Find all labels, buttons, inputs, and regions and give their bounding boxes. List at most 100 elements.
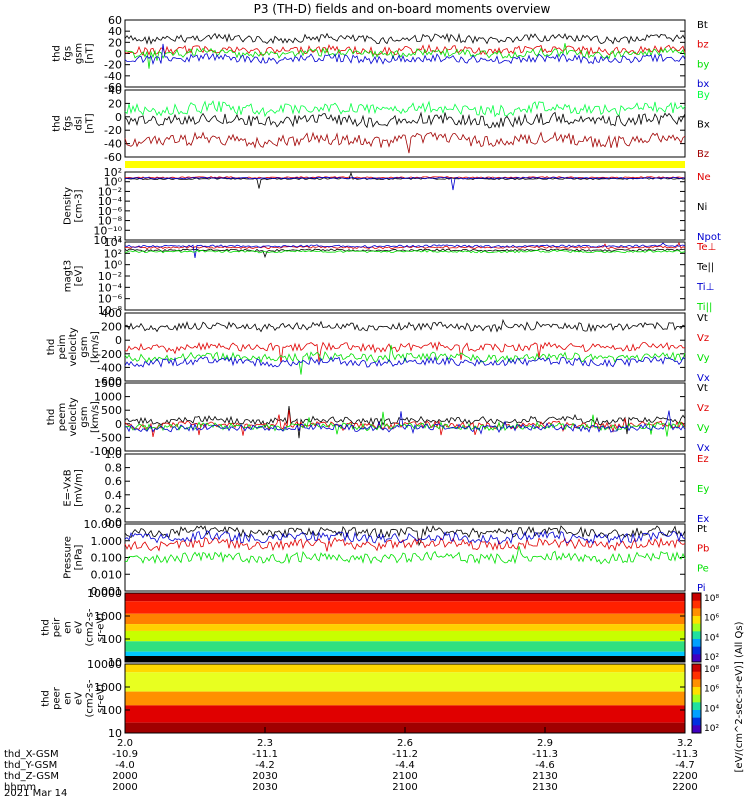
- series-line-Vz: [124, 410, 686, 437]
- spectrogram-band: [125, 593, 685, 602]
- y-tick-label: 10⁴: [104, 236, 123, 249]
- colorbar-swatch: [692, 671, 701, 680]
- colorbar-label: [eV/(cm^2-sec-sr-eV)] (All Qs): [734, 621, 745, 772]
- panel-frame: [124, 241, 686, 311]
- spectrogram-band: [125, 656, 685, 662]
- y-tick-label: 0: [115, 48, 122, 61]
- legend-label: Vt: [697, 313, 708, 324]
- y-tick-label: 10⁻⁶: [98, 293, 123, 306]
- flag-bar: [125, 161, 685, 168]
- colorbar-group: 10⁸ 10⁶ 10⁴ 10² 10⁸ 10⁶ 10⁴ 10² [eV/(cm^2-sec-sr…: [691, 592, 745, 772]
- y-tick-label: 10⁻⁴: [98, 281, 123, 294]
- y-tick-label: 0.8: [105, 462, 123, 475]
- series-line-Bx: [124, 111, 686, 129]
- x-axis-row-value: 2030: [252, 771, 277, 782]
- panel-frame: [124, 89, 686, 158]
- y-label-line: thd: [52, 45, 63, 62]
- series-line-Vy: [124, 344, 686, 375]
- legend-label: Bz: [697, 149, 709, 160]
- y-tick-label: 10²: [104, 247, 122, 260]
- y-label-line: thd: [46, 409, 57, 426]
- legend-label: Vz: [697, 333, 709, 344]
- colorbar-swatch: [692, 593, 701, 602]
- legend-label: Pi: [697, 583, 706, 594]
- x-axis-row-value: 2030: [252, 782, 277, 793]
- colorbar-swatch: [692, 631, 701, 640]
- colorbar-swatch: [692, 679, 701, 688]
- series-line-Pe: [124, 546, 686, 565]
- legend-label: By: [697, 90, 710, 101]
- y-tick-label: 0.010: [91, 568, 123, 581]
- x-axis-row-label: thd_Y-GSM: [4, 760, 57, 771]
- y-tick-label: 0: [115, 418, 122, 431]
- colorbar-tick-label: 10⁸: [704, 665, 719, 675]
- y-tick-label: -1000: [90, 445, 122, 458]
- y-label-line: [cm-3]: [74, 189, 85, 222]
- y-label-line: peim: [57, 334, 68, 359]
- series-line-Ni: [124, 171, 686, 189]
- y-tick-label: 100: [101, 633, 122, 646]
- legend-label: Ti||: [696, 302, 712, 313]
- y-label-line: dsl: [74, 116, 85, 130]
- y-tick-label: 1.0: [105, 448, 123, 461]
- y-label-line: (cm2-s-: [85, 608, 96, 646]
- y-label-line: gsm: [74, 43, 85, 64]
- y-tick-label: 10⁻¹⁰: [93, 224, 122, 237]
- y-axis-label: thd fgs dsl [nT]: [52, 113, 96, 133]
- y-tick-label: -500: [97, 431, 122, 444]
- x-axis-row-value: -4.2: [255, 760, 275, 771]
- colorbar-swatch: [692, 616, 701, 625]
- colorbar-swatch: [692, 664, 701, 673]
- y-tick-label: 400: [101, 307, 122, 320]
- y-tick-label: 1000: [94, 610, 122, 623]
- legend-label: bx: [697, 79, 709, 90]
- y-label-line: [nPa]: [74, 544, 85, 570]
- x-axis-row-value: 2130: [532, 782, 557, 793]
- y-label-line: peir: [52, 617, 63, 637]
- colorbar-swatch: [692, 646, 701, 655]
- y-label-line: E=-VxB: [63, 469, 74, 506]
- legend-label: Ne: [697, 172, 711, 183]
- panel-frame: [124, 382, 686, 452]
- y-tick-label: 0: [115, 334, 122, 347]
- colorbar-swatch: [692, 654, 701, 663]
- y-label-line: [km/s]: [90, 331, 101, 363]
- y-label-line: fgs: [63, 46, 74, 61]
- series-line-Vx: [124, 355, 686, 368]
- y-tick-label: 10⁻²: [98, 270, 122, 283]
- y-tick-label: 10⁰: [104, 259, 123, 272]
- colorbar-swatch: [692, 710, 701, 719]
- spectrogram-band: [125, 664, 685, 673]
- y-label-line: Density: [63, 187, 74, 225]
- spectrogram-band: [125, 672, 685, 692]
- y-tick-label: 1500: [94, 377, 122, 390]
- panel-efield: 1.00.80.60.40.20.0 E=-VxB [mV/m] Ez Ey Ex: [63, 448, 710, 529]
- colorbar-frame: [691, 592, 702, 663]
- colorbar-swatch: [692, 694, 701, 703]
- legend-label: bz: [697, 40, 709, 51]
- y-label-line: velocity: [68, 397, 79, 436]
- legend-label: Ey: [697, 484, 709, 495]
- legend-label: Npot: [697, 232, 721, 243]
- y-axis-label: thd fgs gsm [nT]: [52, 43, 96, 64]
- legend-label: Te||: [696, 262, 714, 273]
- y-tick-label: 0.6: [105, 475, 123, 488]
- spectrogram-band: [125, 641, 685, 652]
- colorbar-tick-label: 10⁶: [704, 685, 719, 695]
- x-axis-row-value: 2000: [112, 771, 137, 782]
- series-line-Vx: [124, 410, 686, 435]
- y-tick-label: 60: [108, 14, 122, 27]
- spectrogram-band: [125, 613, 685, 625]
- y-tick-label: 1000: [94, 681, 122, 694]
- colorbar-swatch: [692, 687, 701, 696]
- y-label-line: en: [63, 621, 74, 634]
- legend-label: Ti⊥: [696, 282, 714, 293]
- plot-date: 2021 Mar 14: [4, 788, 67, 799]
- series-line-Vt: [124, 318, 686, 333]
- y-tick-label: 10.000: [84, 518, 123, 531]
- y-label-line: thd: [52, 115, 63, 132]
- y-label-line: [nT]: [85, 113, 96, 133]
